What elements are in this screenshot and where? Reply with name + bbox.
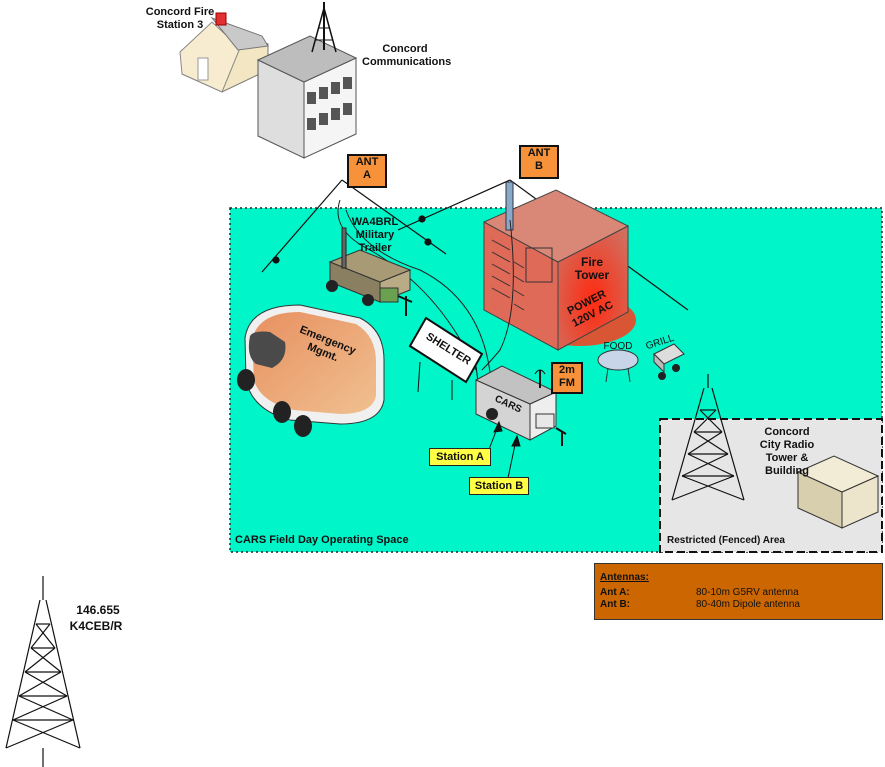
- food-table-icon: [597, 349, 639, 383]
- antenna-legend: Antennas: Ant A: 80-10m G5RV antenna Ant…: [594, 563, 883, 620]
- emergency-vehicle-icon: [237, 304, 385, 437]
- fire-station-icon: [179, 12, 269, 93]
- repeater-freq-label: 146.655: [76, 603, 120, 617]
- field-day-area-label: CARS Field Day Operating Space: [235, 534, 409, 546]
- legend-value: 80-40m Dipole antenna: [696, 599, 800, 610]
- fire-station-label: Concord Fire Station 3: [145, 6, 215, 31]
- station-arrows: [487, 420, 521, 479]
- fire-tower-icon: [482, 181, 636, 351]
- trailer-label: WA4BRL Military Trailer: [351, 216, 399, 254]
- repeater-tower-icon: [5, 576, 81, 767]
- city-radio-building-icon: [796, 455, 880, 529]
- ant-b-tag: ANT B: [519, 145, 559, 179]
- communications-label: Concord Communications: [362, 43, 452, 68]
- military-trailer-icon: [326, 227, 413, 316]
- cars-trailer-icon: [474, 365, 567, 446]
- station-b-tag: Station B: [469, 477, 529, 495]
- communications-building-icon: [256, 2, 358, 159]
- grill-icon: [653, 343, 685, 380]
- feed-lines: [337, 199, 514, 373]
- fm-antenna-tag: 2m FM: [551, 362, 583, 394]
- restricted-area-label: Restricted (Fenced) Area: [667, 535, 785, 546]
- legend-key: Ant B:: [600, 599, 630, 610]
- shelter-sign-icon: [408, 316, 484, 400]
- ant-a-wire: [261, 179, 447, 273]
- repeater-call-label: K4CEB/R: [69, 619, 123, 633]
- ant-a-tag: ANT A: [347, 154, 387, 188]
- city-radio-tower-icon: [671, 374, 745, 501]
- fire-tower-label: Fire Tower: [574, 255, 610, 282]
- food-label: FOOD: [603, 341, 633, 352]
- station-a-tag: Station A: [429, 448, 491, 466]
- legend-key: Ant A:: [600, 587, 630, 598]
- city-tower-label: Concord City Radio Tower & Building: [759, 426, 815, 477]
- legend-title: Antennas:: [600, 572, 649, 583]
- legend-value: 80-10m G5RV antenna: [696, 587, 799, 598]
